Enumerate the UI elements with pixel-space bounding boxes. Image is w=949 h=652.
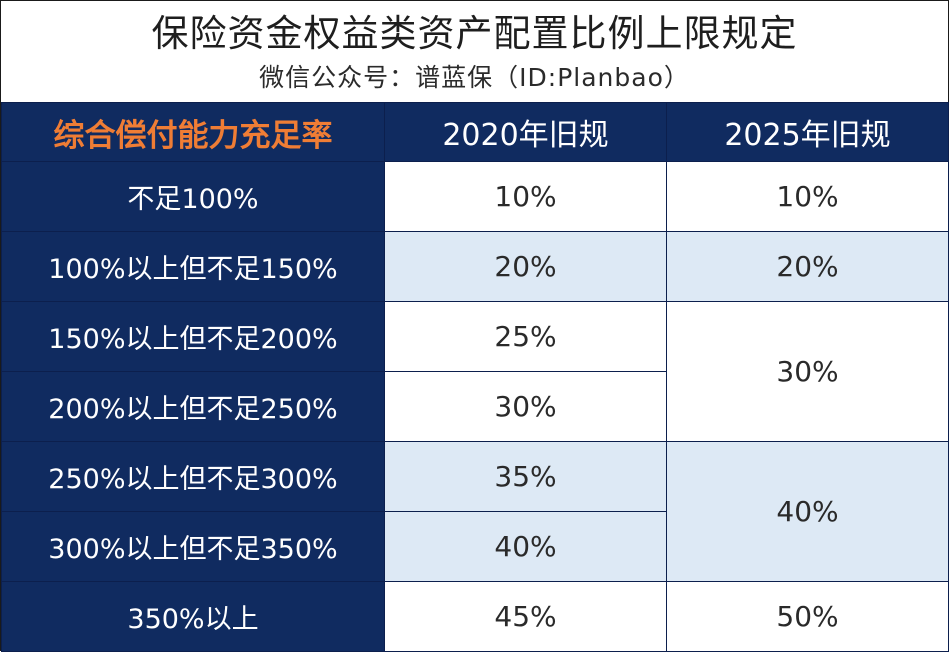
header-2025: 2025年旧规 — [666, 102, 949, 162]
row-2020-value: 35% — [384, 441, 667, 512]
row-2020-value: 10% — [384, 161, 667, 232]
row-2020-value: 20% — [384, 231, 667, 302]
table-row: 150%以上但不足200% 25% 30% — [1, 301, 949, 442]
row-2025-value: 20% — [666, 231, 949, 302]
row-ratio: 150%以上但不足200% — [1, 301, 385, 372]
page-subtitle: 微信公众号：谱蓝保（ID:Planbao） — [259, 63, 690, 92]
row-2025-merged-value: 30% — [666, 301, 949, 442]
row-ratio: 250%以上但不足300% — [1, 441, 385, 512]
row-ratio: 200%以上但不足250% — [1, 371, 385, 442]
page-title: 保险资金权益类资产配置比例上限规定 — [151, 12, 798, 55]
row-2025-value: 50% — [666, 581, 949, 652]
table-row: 250%以上但不足300% 35% 40% — [1, 441, 949, 582]
row-2020-value: 40% — [384, 511, 667, 582]
row-2025-merged-value: 40% — [666, 441, 949, 582]
table-header-row: 综合偿付能力充足率 2020年旧规 2025年旧规 — [1, 102, 949, 162]
allocation-limit-table: 综合偿付能力充足率 2020年旧规 2025年旧规 不足100% 10% 10%… — [1, 102, 949, 652]
header-ratio: 综合偿付能力充足率 — [1, 102, 385, 162]
row-2020-value: 45% — [384, 581, 667, 652]
row-2020-value: 25% — [384, 301, 667, 372]
row-ratio: 100%以上但不足150% — [1, 231, 385, 302]
table-row: 100%以上但不足150% 20% 20% — [1, 231, 949, 302]
row-2025-value: 10% — [666, 161, 949, 232]
table-row: 350%以上 45% 50% — [1, 581, 949, 652]
table-row: 不足100% 10% 10% — [1, 161, 949, 232]
row-ratio: 不足100% — [1, 161, 385, 232]
row-ratio: 300%以上但不足350% — [1, 511, 385, 582]
header: 保险资金权益类资产配置比例上限规定 微信公众号：谱蓝保（ID:Planbao） — [1, 1, 948, 102]
row-ratio: 350%以上 — [1, 581, 385, 652]
header-2020: 2020年旧规 — [384, 102, 667, 162]
row-2020-value: 30% — [384, 371, 667, 442]
table-row: 200%以上但不足250% 30% — [1, 371, 949, 442]
table-row: 300%以上但不足350% 40% — [1, 511, 949, 582]
